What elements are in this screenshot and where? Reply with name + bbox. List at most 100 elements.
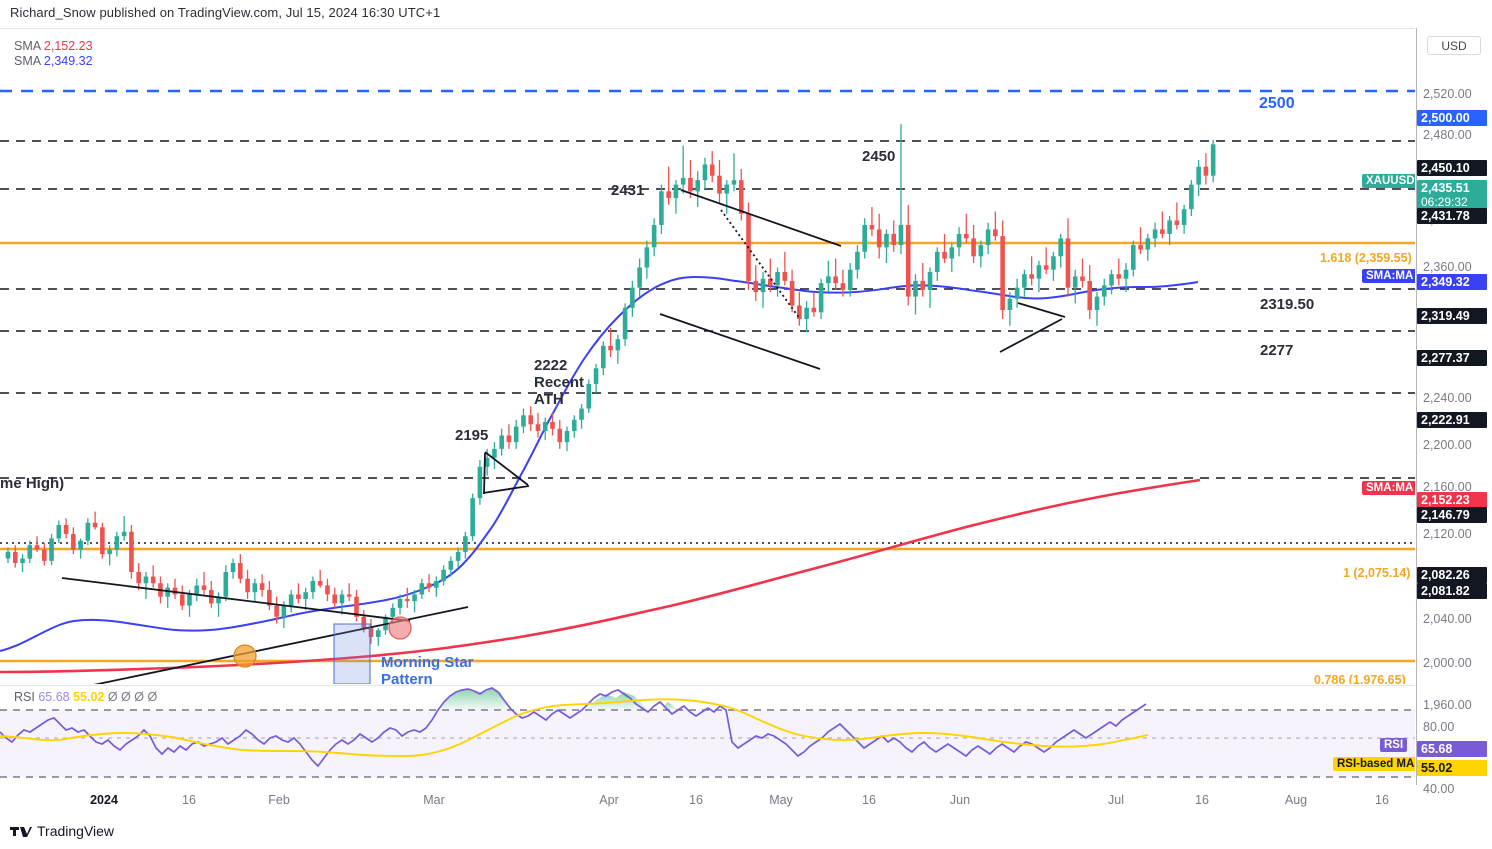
candle-body: [1087, 280, 1093, 311]
sma-blue-line: [0, 275, 1199, 652]
price-badge: 2,081.82: [1417, 583, 1487, 599]
price-badge: 2,435.51 06:29:32: [1417, 180, 1487, 210]
candle-body: [223, 572, 229, 597]
candle-body: [85, 522, 91, 541]
currency-selector[interactable]: USD: [1427, 36, 1481, 55]
legend-row-sma-blue: SMA 2,349.32: [14, 54, 93, 69]
channel-2431-mid: [720, 209, 801, 320]
candle-body: [1123, 269, 1129, 279]
candle-body: [194, 585, 200, 595]
candle-body: [506, 435, 512, 443]
price-pane[interactable]: SMA 2,152.23 SMA 2,349.32 2500 2450 2431 23…: [0, 29, 1415, 684]
pennant-2195-upper: [484, 451, 529, 486]
candle-body: [615, 339, 621, 351]
price-badge: 2,450.10: [1417, 160, 1487, 176]
candle-body: [1109, 274, 1114, 286]
candle-body: [361, 616, 367, 629]
series-tag: SMA:MA: [1362, 269, 1415, 283]
legend-value-sma-2: 2,349.32: [43, 54, 93, 68]
chart-frame[interactable]: SMA 2,152.23 SMA 2,349.32 2500 2450 2431 23…: [0, 28, 1415, 787]
candle-body: [985, 229, 991, 246]
candle-body: [927, 271, 933, 290]
rsi-legend-empty-slots: Ø Ø Ø Ø: [107, 690, 158, 704]
wedge-left-upper: [61, 577, 411, 622]
time-tick: Jul: [1108, 793, 1124, 807]
candle-body: [1210, 144, 1216, 176]
candle-body: [913, 280, 918, 297]
price-axis[interactable]: USD 2,520.002,480.002,400.002,360.002,24…: [1416, 28, 1492, 796]
candle-body: [702, 164, 708, 181]
candle-body: [1000, 236, 1005, 311]
rsi-overbought-fill-1: [437, 688, 510, 710]
candle-body: [738, 180, 744, 214]
price-tick: 2,360.00: [1423, 260, 1472, 274]
candle-body: [862, 224, 867, 252]
price-badge: 2,146.79: [1417, 507, 1487, 523]
candle-body: [673, 184, 679, 199]
legend-name-sma-2: SMA: [14, 54, 41, 68]
price-legend: SMA 2,152.23 SMA 2,349.32: [14, 39, 93, 69]
candle-body: [187, 594, 192, 606]
attribution-text: Richard_Snow published on TradingView.co…: [10, 5, 441, 20]
candle-body: [1160, 229, 1165, 234]
candle-body: [920, 280, 926, 290]
candle-body: [884, 233, 889, 248]
chart-annotation: 2431: [611, 182, 645, 199]
chart-annotation: 1.618 (2,359.55): [1320, 251, 1412, 265]
candle-body: [1072, 276, 1078, 288]
price-chart-svg: [0, 89, 1415, 684]
candle-body: [964, 233, 969, 239]
price-badge: 2,277.37: [1417, 350, 1487, 366]
series-tag: XAUUSD: [1362, 174, 1415, 188]
candle-body: [477, 466, 483, 499]
price-tick: 2,200.00: [1423, 438, 1472, 452]
price-badge: 2,222.91: [1417, 412, 1487, 428]
candle-body: [397, 598, 403, 608]
marker-circle-pink: [388, 616, 412, 640]
candle-body: [499, 435, 504, 449]
candle-body: [136, 572, 141, 584]
candle-body: [63, 525, 69, 534]
candle-body: [296, 594, 301, 599]
candle-body: [303, 592, 308, 599]
candle-body: [288, 594, 294, 606]
price-tick: 2,480.00: [1423, 128, 1472, 142]
candle-body: [1181, 209, 1187, 225]
candle-body: [274, 605, 279, 617]
rsi-badge: 65.68: [1417, 741, 1487, 757]
time-tick: May: [769, 793, 793, 807]
candle-body: [368, 628, 374, 637]
time-axis[interactable]: 2024 16 Feb Mar Apr 16 May 16 Jun Jul 16 Aug 16: [0, 786, 1415, 816]
candle-body: [245, 578, 250, 593]
candle-body: [869, 224, 875, 230]
chart-annotation: 2222 Recent ATH: [534, 357, 585, 408]
candle-body: [622, 307, 628, 340]
rsi-legend-name: RSI: [14, 690, 35, 704]
candle-body: [659, 191, 664, 225]
rsi-pane[interactable]: RSI 65.68 55.02 Ø Ø Ø Ø RSI RSI-based MA: [0, 685, 1415, 786]
candle-body: [688, 177, 693, 192]
candle-body: [934, 251, 940, 272]
chart-annotation: Morning Star Pattern: [381, 654, 474, 684]
candle-body: [891, 233, 897, 246]
time-tick: 16: [182, 793, 196, 807]
candle-body: [405, 598, 410, 602]
candle-body: [1029, 274, 1034, 279]
price-tick: 2,160.00: [1423, 480, 1472, 494]
candle-body: [1043, 265, 1049, 270]
candle-body: [1189, 184, 1194, 210]
candle-body: [717, 175, 722, 194]
chart-annotation: 2195: [455, 427, 489, 444]
time-tick: 16: [1195, 793, 1209, 807]
time-tick: Apr: [599, 793, 619, 807]
legend-row-sma-red: SMA 2,152.23: [14, 39, 93, 54]
candle-body: [905, 224, 911, 297]
rsi-ma-line: [0, 698, 1149, 757]
candle-body: [949, 247, 955, 259]
candle-body: [601, 345, 606, 369]
candle-body: [564, 430, 570, 443]
price-badge: 2,431.78: [1417, 208, 1487, 224]
candle-body: [34, 545, 40, 550]
candle-body: [1094, 296, 1100, 311]
candle-body: [332, 594, 337, 604]
